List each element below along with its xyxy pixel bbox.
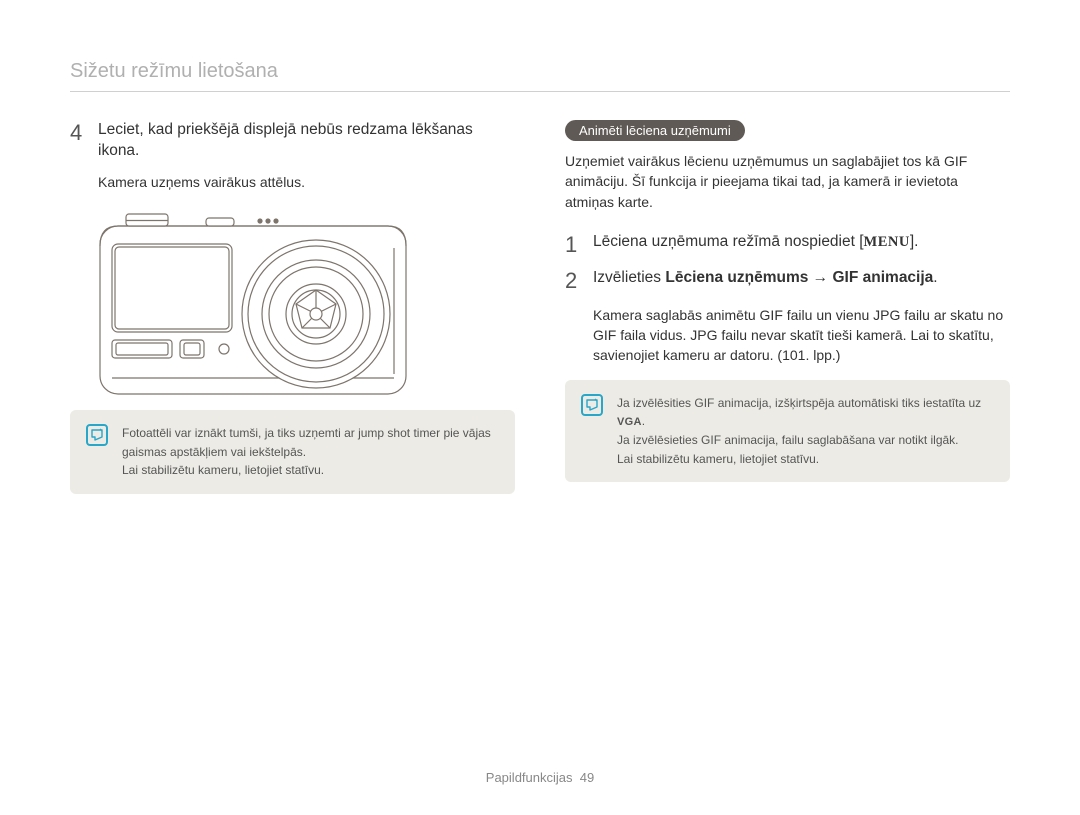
right-note-line-3: Lai stabilizētu kameru, lietojiet statīv…: [617, 450, 994, 469]
vga-icon: VGA: [617, 416, 642, 428]
left-note-line-2: Lai stabilizētu kameru, lietojiet statīv…: [122, 461, 499, 480]
camera-illustration: [98, 206, 515, 396]
step-1: 1 Lēciena uzņēmuma režīmā nospiediet [ME…: [565, 232, 1010, 258]
right-note-line-1-post: .: [642, 414, 645, 428]
step-2-text: Izvēlieties Lēciena uzņēmums → GIF anima…: [593, 268, 938, 289]
step-1-text: Lēciena uzņēmuma režīmā nospiediet [MENU…: [593, 232, 918, 253]
page-section-title: Sižetu režīmu lietošana: [70, 60, 1010, 92]
left-column: 4 Leciet, kad priekšējā displejā nebūs r…: [70, 120, 515, 494]
step-4-text: Leciet, kad priekšējā displejā nebūs red…: [98, 120, 515, 162]
note-icon: [581, 394, 603, 416]
right-note-line-1: Ja izvēlēsities GIF animacija, izšķirtsp…: [617, 394, 994, 432]
step-4: 4 Leciet, kad priekšējā displejā nebūs r…: [70, 120, 515, 162]
step-1-text-pre: Lēciena uzņēmuma režīmā nospiediet [: [593, 233, 864, 250]
footer-page-number: 49: [580, 770, 594, 785]
step-1-number: 1: [565, 232, 593, 258]
step-2-bold-2: GIF animacija: [833, 269, 934, 286]
left-note-box: Fotoattēli var iznākt tumši, ja tiks uzņ…: [70, 410, 515, 494]
step-2: 2 Izvēlieties Lēciena uzņēmums → GIF ani…: [565, 268, 1010, 294]
right-column: Animēti lēciena uzņēmumi Uzņemiet vairāk…: [565, 120, 1010, 494]
left-note-line-1: Fotoattēli var iznākt tumši, ja tiks uzņ…: [122, 424, 499, 461]
left-note-text: Fotoattēli var iznākt tumši, ja tiks uzņ…: [122, 424, 499, 480]
right-note-line-2: Ja izvēlēsieties GIF animacija, failu sa…: [617, 431, 994, 450]
step-2-subtext: Kamera saglabās animētu GIF failu un vie…: [593, 305, 1010, 366]
page-footer: Papildfunkcijas 49: [0, 770, 1080, 785]
step-2-text-pre: Izvēlieties: [593, 269, 665, 286]
menu-icon: MENU: [864, 234, 910, 250]
step-2-bold-1: Lēciena uzņēmums: [665, 269, 808, 286]
right-note-line-1-pre: Ja izvēlēsities GIF animacija, izšķirtsp…: [617, 396, 981, 410]
right-note-box: Ja izvēlēsities GIF animacija, izšķirtsp…: [565, 380, 1010, 483]
right-note-text: Ja izvēlēsities GIF animacija, izšķirtsp…: [617, 394, 994, 469]
section-intro: Uzņemiet vairākus lēcienu uzņēmumus un s…: [565, 151, 1010, 212]
step-2-dot: .: [933, 269, 937, 286]
arrow-icon: →: [808, 269, 832, 286]
step-4-subtext: Kamera uzņems vairākus attēlus.: [98, 172, 515, 192]
step-1-text-post: ].: [910, 233, 919, 250]
footer-section: Papildfunkcijas: [486, 770, 573, 785]
note-icon: [86, 424, 108, 446]
step-2-number: 2: [565, 268, 593, 294]
step-4-number: 4: [70, 120, 98, 146]
section-pill: Animēti lēciena uzņēmumi: [565, 120, 745, 141]
